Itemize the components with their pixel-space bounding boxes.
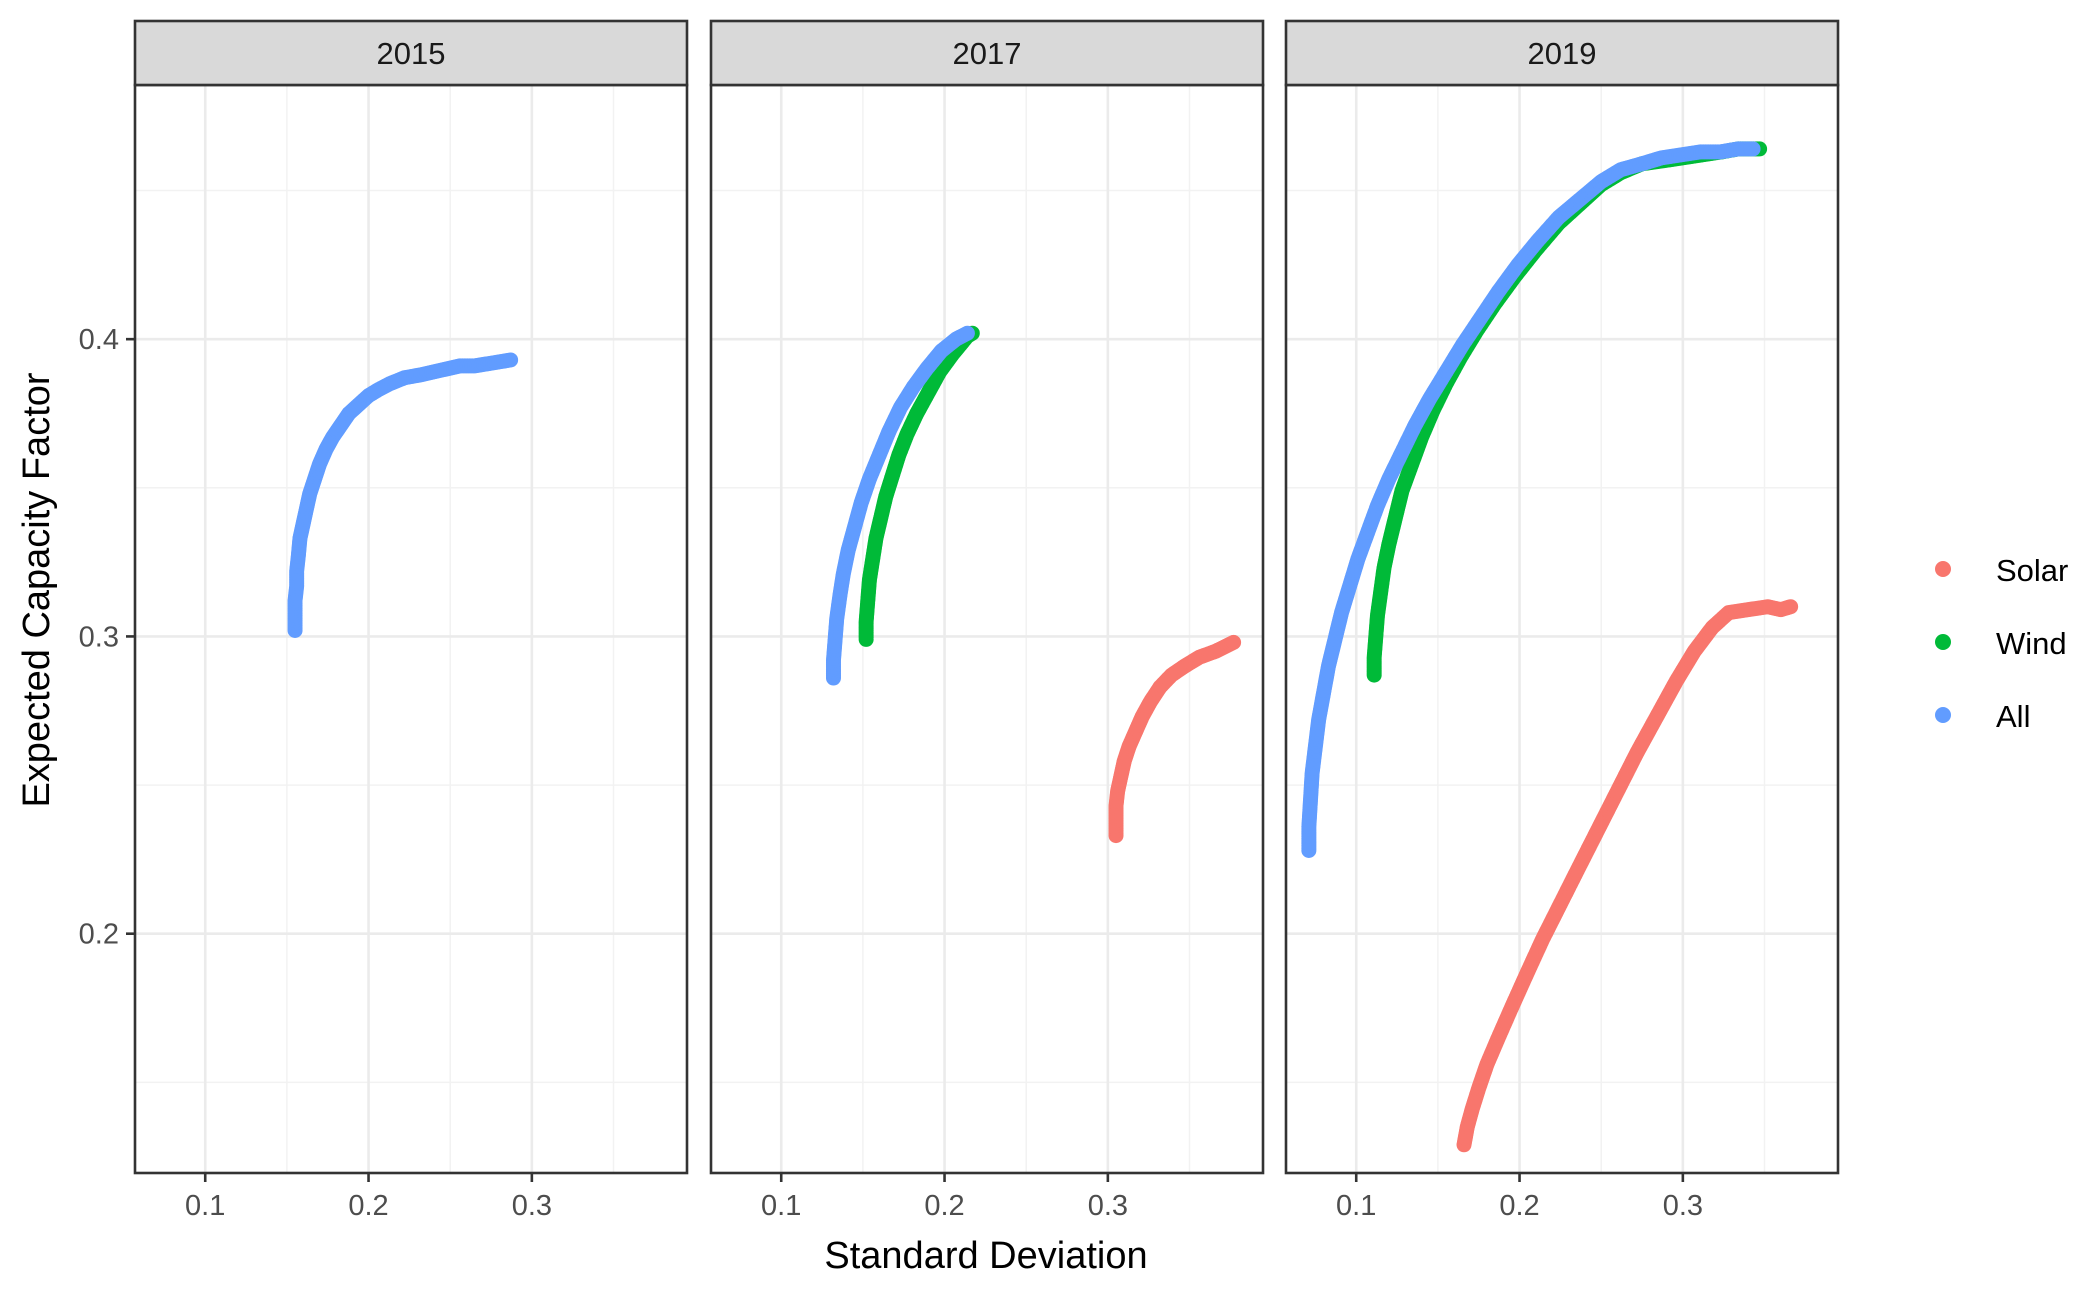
facet-strip-label: 2015 (377, 36, 446, 71)
facet-panel-2019: 2019 0.1 0.2 0.3 (1284, 19, 1840, 1222)
x-tick-label: 0.3 (1663, 1190, 1703, 1222)
y-axis: 0.2 0.3 0.4 (79, 324, 135, 951)
y-tick-label: 0.2 (79, 919, 119, 951)
x-tick-label: 0.2 (348, 1190, 388, 1222)
facet-strip (133, 19, 689, 87)
data-point (959, 325, 975, 341)
x-axis-title: Standard Deviation (824, 1235, 1147, 1277)
series-all (825, 325, 975, 686)
y-tick-label: 0.3 (79, 621, 119, 653)
series-solar (1456, 599, 1799, 1153)
x-tick-label: 0.1 (185, 1190, 225, 1222)
y-axis-title: Expected Capacity Factor (16, 372, 58, 807)
panel-background (1286, 85, 1838, 1173)
panel-background (711, 85, 1263, 1173)
series-all (1301, 141, 1761, 858)
data-point (1226, 634, 1242, 650)
x-tick-label: 0.3 (1088, 1190, 1128, 1222)
legend-item-solar: Solar (1935, 553, 2068, 588)
panel-background (135, 85, 687, 1173)
facet-strip-label: 2019 (1528, 36, 1597, 71)
facet-strip (709, 19, 1265, 87)
y-tick-label: 0.4 (79, 324, 119, 356)
x-tick-label: 0.3 (512, 1190, 552, 1222)
data-point (503, 352, 519, 368)
legend-label: All (1996, 699, 2030, 734)
x-tick-label: 0.1 (1336, 1190, 1376, 1222)
legend-label: Solar (1996, 553, 2068, 588)
legend-key (1935, 707, 1951, 723)
legend-label: Wind (1996, 626, 2067, 661)
legend-key (1935, 561, 1951, 577)
legend-item-all: All (1935, 699, 2030, 734)
facet-strip (1284, 19, 1840, 87)
facet-panel-2015: 2015 0.1 0.2 0.3 (133, 19, 689, 1222)
legend-item-wind: Wind (1935, 626, 2067, 661)
data-point (1745, 141, 1761, 157)
series-solar (1108, 634, 1242, 844)
legend: Solar Wind All (1935, 553, 2068, 734)
facet-strip-label: 2017 (953, 36, 1022, 71)
data-point (1783, 599, 1799, 615)
series-all (287, 352, 519, 638)
legend-key (1935, 634, 1951, 650)
x-tick-label: 0.2 (1499, 1190, 1539, 1222)
facet-panel-2017: 2017 0.1 0.2 0.3 (709, 19, 1265, 1222)
x-tick-label: 0.1 (761, 1190, 801, 1222)
facet-panels: 2015 0.1 0.2 0.3 2017 0.1 0.2 0.3 2019 0.1 0.2 0.3 (133, 19, 1840, 1222)
x-tick-label: 0.2 (924, 1190, 964, 1222)
